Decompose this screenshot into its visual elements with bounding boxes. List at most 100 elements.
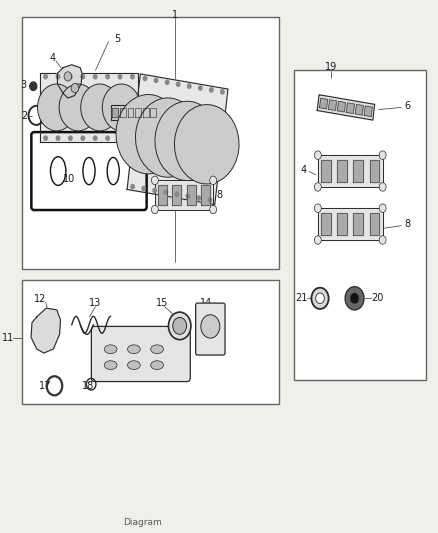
Circle shape xyxy=(197,196,201,200)
Polygon shape xyxy=(112,108,118,117)
Text: 8: 8 xyxy=(217,190,223,200)
Ellipse shape xyxy=(104,345,117,353)
Polygon shape xyxy=(158,185,166,205)
Circle shape xyxy=(345,287,364,310)
Circle shape xyxy=(314,183,321,191)
Polygon shape xyxy=(187,185,196,205)
Polygon shape xyxy=(353,213,363,235)
Polygon shape xyxy=(151,108,156,117)
Polygon shape xyxy=(353,160,363,182)
Polygon shape xyxy=(370,160,379,182)
Ellipse shape xyxy=(102,84,141,131)
Text: 1: 1 xyxy=(172,10,178,20)
Circle shape xyxy=(152,176,158,184)
Ellipse shape xyxy=(116,94,180,174)
Text: 11: 11 xyxy=(2,333,14,343)
Circle shape xyxy=(81,136,85,140)
Circle shape xyxy=(106,75,110,79)
Circle shape xyxy=(142,187,145,191)
Circle shape xyxy=(316,293,325,304)
Bar xyxy=(22,280,279,405)
Circle shape xyxy=(311,288,328,309)
Text: 13: 13 xyxy=(89,297,102,308)
Ellipse shape xyxy=(127,361,140,369)
Circle shape xyxy=(131,75,134,79)
Circle shape xyxy=(131,136,134,140)
Circle shape xyxy=(81,75,85,79)
Polygon shape xyxy=(370,213,379,235)
Polygon shape xyxy=(143,108,149,117)
Circle shape xyxy=(187,84,191,88)
Polygon shape xyxy=(321,213,331,235)
Circle shape xyxy=(186,194,190,198)
Polygon shape xyxy=(321,160,331,182)
Circle shape xyxy=(314,151,321,159)
Ellipse shape xyxy=(151,345,163,353)
FancyBboxPatch shape xyxy=(196,303,225,355)
Polygon shape xyxy=(328,100,336,110)
Text: 18: 18 xyxy=(82,381,95,391)
Circle shape xyxy=(379,236,386,244)
Circle shape xyxy=(143,76,147,80)
Text: 21: 21 xyxy=(295,293,307,303)
Text: 5: 5 xyxy=(114,34,120,44)
Text: Diagram: Diagram xyxy=(124,518,162,527)
Circle shape xyxy=(379,183,386,191)
Circle shape xyxy=(153,188,156,192)
Ellipse shape xyxy=(151,361,163,369)
Polygon shape xyxy=(364,106,372,117)
Ellipse shape xyxy=(59,84,97,131)
Polygon shape xyxy=(355,104,364,115)
Circle shape xyxy=(169,312,191,340)
Polygon shape xyxy=(337,160,347,182)
Circle shape xyxy=(173,317,187,334)
Circle shape xyxy=(210,88,213,92)
Ellipse shape xyxy=(155,101,219,181)
Text: 15: 15 xyxy=(156,297,169,308)
Text: 6: 6 xyxy=(155,101,162,111)
Ellipse shape xyxy=(127,345,140,353)
Text: 17: 17 xyxy=(39,381,51,391)
Circle shape xyxy=(71,83,79,93)
Circle shape xyxy=(201,315,220,338)
Text: 6: 6 xyxy=(404,101,410,111)
Ellipse shape xyxy=(135,98,200,177)
Text: 10: 10 xyxy=(63,174,75,184)
Circle shape xyxy=(314,204,321,213)
Polygon shape xyxy=(317,95,374,120)
Circle shape xyxy=(166,80,169,84)
Ellipse shape xyxy=(38,84,76,131)
Polygon shape xyxy=(155,180,213,209)
Circle shape xyxy=(154,78,158,83)
Text: 8: 8 xyxy=(404,219,410,229)
Circle shape xyxy=(221,90,224,94)
Polygon shape xyxy=(337,213,347,235)
Circle shape xyxy=(177,82,180,86)
FancyBboxPatch shape xyxy=(92,326,190,382)
Text: 16: 16 xyxy=(115,328,127,338)
Ellipse shape xyxy=(81,84,119,131)
Circle shape xyxy=(64,72,72,81)
Circle shape xyxy=(44,136,47,140)
Text: 14: 14 xyxy=(199,297,212,308)
Circle shape xyxy=(118,136,122,140)
Text: 3: 3 xyxy=(20,79,26,90)
Circle shape xyxy=(106,136,110,140)
Circle shape xyxy=(93,136,97,140)
Text: 20: 20 xyxy=(371,293,383,303)
Text: 4: 4 xyxy=(49,53,55,62)
Circle shape xyxy=(56,136,60,140)
Polygon shape xyxy=(320,98,328,109)
Text: 7: 7 xyxy=(213,110,219,120)
Polygon shape xyxy=(318,208,383,240)
Polygon shape xyxy=(337,101,346,112)
Polygon shape xyxy=(57,64,82,98)
Circle shape xyxy=(93,75,97,79)
Polygon shape xyxy=(31,308,60,353)
Ellipse shape xyxy=(174,104,239,184)
Circle shape xyxy=(208,198,212,202)
Polygon shape xyxy=(110,106,158,120)
Polygon shape xyxy=(346,103,354,114)
Circle shape xyxy=(152,205,158,214)
Circle shape xyxy=(350,293,359,304)
